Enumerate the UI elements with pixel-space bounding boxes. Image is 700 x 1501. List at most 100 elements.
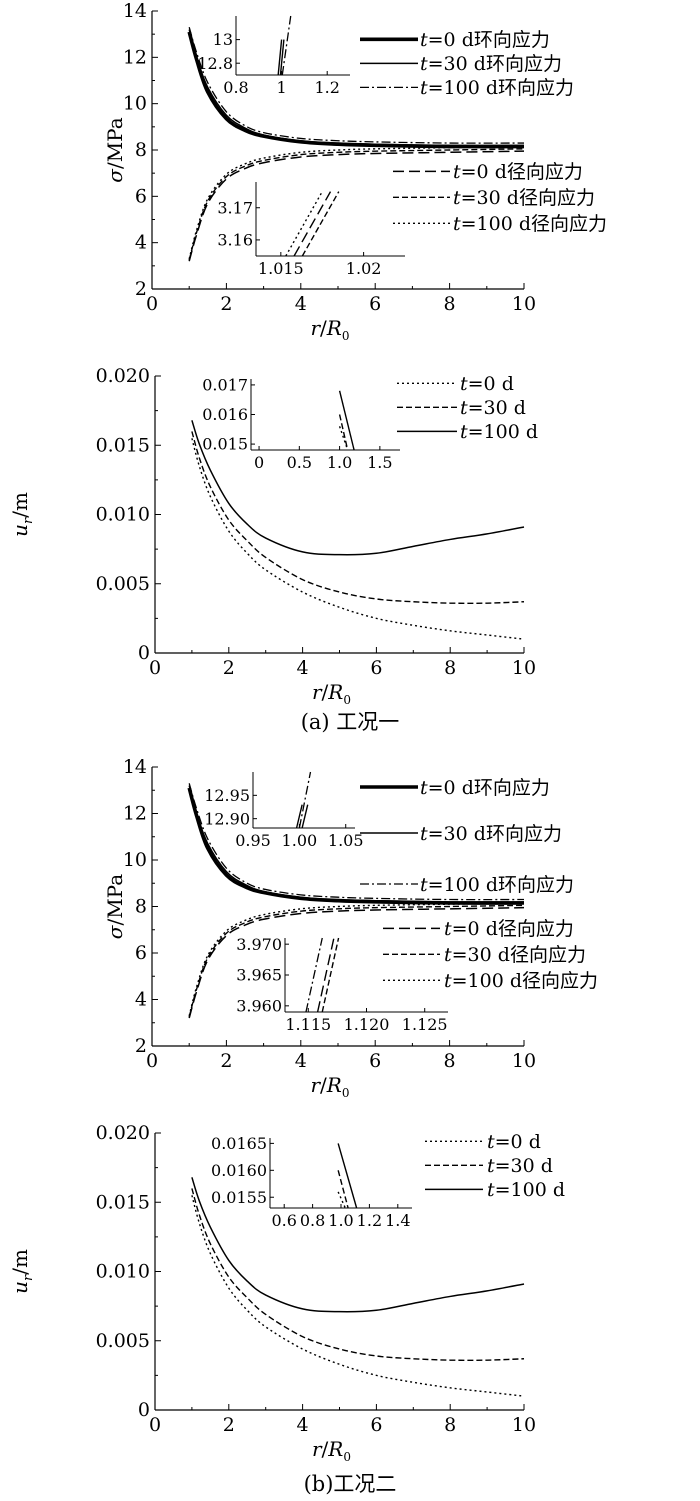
y-tick-label: 4 xyxy=(135,989,147,1011)
inset-line-t0-d-hoop xyxy=(277,39,283,76)
inset-y-tick-label: 0.015 xyxy=(202,435,248,454)
y-tick-label: 10 xyxy=(123,849,147,871)
x-tick-label: 10 xyxy=(512,1414,536,1436)
inset-x-tick-label: 1.05 xyxy=(328,831,364,850)
y-tick-label: 12 xyxy=(123,803,147,825)
legend-label: t=30 d环向应力 xyxy=(420,823,562,845)
x-axis-label: r/R0 xyxy=(310,316,349,343)
y-tick-label: 2 xyxy=(135,278,147,300)
x-tick-label: 10 xyxy=(512,657,536,679)
x-tick-label: 4 xyxy=(295,1050,307,1072)
x-tick-label: 2 xyxy=(220,293,232,315)
x-tick-label: 6 xyxy=(370,1414,382,1436)
caption-b: (b)工况二 xyxy=(303,1472,397,1496)
series-line-t0-d xyxy=(191,1195,525,1397)
legend-label: t=0 d环向应力 xyxy=(420,777,550,799)
legend-label: t=0 d径向应力 xyxy=(444,918,574,940)
inset-line-t30-d-radial xyxy=(301,191,340,257)
x-tick-label: 8 xyxy=(444,293,456,315)
x-tick-label: 10 xyxy=(512,293,536,315)
legend-label: t=100 d径向应力 xyxy=(444,970,598,992)
inset-line-t100-d-hoop xyxy=(281,15,292,76)
inset-x-tick-label: 1.015 xyxy=(258,259,304,278)
x-axis-label: r/R0 xyxy=(310,1073,349,1100)
series-line-t30-d-radial xyxy=(188,904,525,1018)
legend-label: t=100 d环向应力 xyxy=(420,874,574,896)
x-axis-label: r/R0 xyxy=(312,1437,351,1464)
inset-x-tick-label: 0.6 xyxy=(271,1211,296,1230)
y-axis-label: σ/MPa xyxy=(103,117,127,182)
inset: 0 0.5 1.0 1.5 0.015 0.016 0.017 xyxy=(202,376,400,472)
legend: t=0 dt=30 dt=100 d xyxy=(397,373,538,443)
inset: 1.115 1.120 1.125 3.960 3.965 3.970 xyxy=(236,935,448,1034)
inset-y-tick-label: 3.965 xyxy=(236,966,282,985)
x-tick-label: 8 xyxy=(444,657,456,679)
series-line-t100-d-radial xyxy=(188,902,525,1016)
y-tick-label: 2 xyxy=(135,1035,147,1057)
inset-x-tick-label: 1 xyxy=(277,78,287,97)
x-tick-label: 0 xyxy=(149,1414,161,1436)
inset-x-tick-label: 1.4 xyxy=(385,1211,410,1230)
inset-y-tick-label: 12.90 xyxy=(204,809,250,828)
y-axis-label: ur/m xyxy=(8,1249,36,1294)
inset-x-tick-label: 1.115 xyxy=(285,1015,331,1034)
inset-line-t100-d xyxy=(338,390,355,451)
y-tick-label: 0.005 xyxy=(96,1330,150,1352)
inset-y-tick-label: 3.17 xyxy=(217,198,253,217)
y-tick-label: 0.010 xyxy=(96,504,150,526)
y-tick-label: 0.020 xyxy=(96,1122,150,1144)
y-tick-label: 8 xyxy=(135,139,147,161)
inset: 0.6 0.8 1.0 1.2 1.4 0.0155 0.0160 0.0165 xyxy=(211,1134,412,1230)
inset-y-tick-label: 3.16 xyxy=(217,231,253,250)
legend-label: t=100 d环向应力 xyxy=(420,77,574,99)
inset: 1.015 1.02 3.16 3.17 xyxy=(217,182,405,278)
y-tick-label: 10 xyxy=(123,93,147,115)
series-line-t30-d xyxy=(191,1188,525,1362)
inset-y-tick-label: 0.0165 xyxy=(211,1134,267,1153)
inset-x-tick-label: 1.00 xyxy=(282,831,318,850)
series-line-t0-d xyxy=(191,438,525,640)
series-line-t0-d-hoop xyxy=(187,31,525,149)
series-line-t30-d xyxy=(191,431,525,605)
chart-a-disp: 0 2 4 6 8 10 0 0.005 0.010 0.015 0.020 r/R0 ur/m 0 0.5… xyxy=(8,365,538,707)
inset-x-tick-label: 0 xyxy=(254,453,264,472)
x-tick-label: 4 xyxy=(297,657,309,679)
inset-x-tick-label: 1.2 xyxy=(357,1211,382,1230)
legend-label: t=100 d xyxy=(460,421,538,443)
series-line-t30-d-hoop xyxy=(188,29,525,147)
x-tick-label: 6 xyxy=(369,293,381,315)
y-tick-label: 14 xyxy=(123,756,147,778)
y-tick-label: 4 xyxy=(135,232,147,254)
inset-line-t30-d-hoop xyxy=(279,39,285,76)
caption-a: (a) 工况一 xyxy=(300,710,400,734)
x-tick-label: 0 xyxy=(146,293,158,315)
inset-line-t100-d-radial xyxy=(285,191,323,257)
x-tick-label: 4 xyxy=(297,1414,309,1436)
inset-y-tick-label: 3.960 xyxy=(236,996,282,1015)
inset-x-tick-label: 0.8 xyxy=(223,78,248,97)
y-axis-label: σ/MPa xyxy=(103,874,127,939)
series-line-t0-d-radial xyxy=(188,150,525,262)
inset-line-t0-d-radial xyxy=(316,937,335,1013)
inset-line-t30-d xyxy=(337,1170,349,1209)
legend-label: t=0 d xyxy=(460,373,514,395)
inset-y-tick-label: 12.95 xyxy=(204,786,250,805)
inset-x-tick-label: 1.02 xyxy=(346,259,382,278)
inset-x-tick-label: 0.8 xyxy=(300,1211,325,1230)
inset-x-tick-label: 0.95 xyxy=(235,831,271,850)
inset-x-tick-label: 1.0 xyxy=(327,453,352,472)
inset-y-tick-label: 3.970 xyxy=(236,935,282,954)
legend-label: t=30 d径向应力 xyxy=(444,944,586,966)
y-axis-label: ur/m xyxy=(8,492,36,537)
legend-label: t=100 d xyxy=(487,1179,565,1201)
x-tick-label: 2 xyxy=(220,1050,232,1072)
x-tick-label: 8 xyxy=(444,1414,456,1436)
x-tick-label: 2 xyxy=(223,1414,235,1436)
legend-label: t=0 d xyxy=(487,1131,541,1153)
legend-label: t=100 d径向应力 xyxy=(453,213,607,235)
inset-line-t100-d xyxy=(337,1143,358,1209)
